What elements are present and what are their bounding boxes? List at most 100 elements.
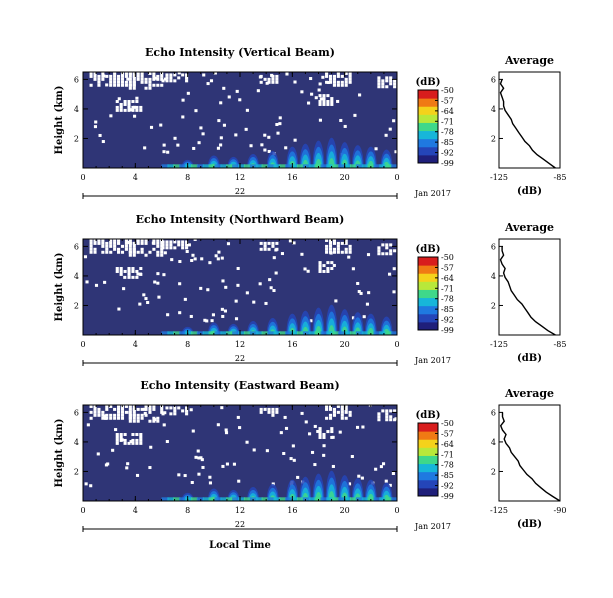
no-data-gap bbox=[89, 247, 93, 251]
no-data-gap bbox=[348, 247, 352, 251]
no-data-gap bbox=[132, 74, 136, 78]
no-data-gap bbox=[289, 457, 293, 461]
no-data-gap bbox=[332, 250, 336, 254]
no-data-gap bbox=[271, 80, 275, 84]
no-data-gap bbox=[177, 72, 181, 75]
no-data-gap bbox=[377, 415, 381, 419]
ground-echo bbox=[220, 164, 228, 168]
no-data-gap bbox=[221, 279, 225, 283]
colorbar-unit: (dB) bbox=[416, 410, 441, 421]
no-data-gap bbox=[126, 462, 130, 466]
no-data-gap bbox=[89, 244, 93, 248]
no-data-gap bbox=[149, 125, 154, 129]
no-data-gap bbox=[128, 419, 132, 423]
no-data-gap bbox=[330, 267, 334, 271]
no-data-gap bbox=[148, 77, 152, 81]
colorbar-swatch bbox=[418, 130, 438, 140]
no-data-gap bbox=[156, 281, 160, 285]
no-data-gap bbox=[119, 433, 123, 437]
no-data-gap bbox=[162, 143, 166, 147]
no-data-gap bbox=[93, 410, 97, 414]
no-data-gap bbox=[115, 441, 119, 445]
x-tick-label: 8 bbox=[185, 173, 190, 182]
no-data-gap bbox=[132, 413, 136, 417]
no-data-gap bbox=[139, 441, 143, 445]
no-data-gap bbox=[128, 72, 132, 75]
colorbar-tick-label: -64 bbox=[441, 107, 454, 116]
no-data-gap bbox=[165, 243, 169, 247]
no-data-gap bbox=[129, 66, 132, 69]
no-data-gap bbox=[336, 99, 340, 103]
colorbar-tick-label: -99 bbox=[441, 159, 454, 168]
no-data-gap bbox=[165, 440, 169, 444]
no-data-gap bbox=[131, 267, 135, 271]
no-data-gap bbox=[268, 278, 272, 282]
x-tick-label: 8 bbox=[185, 506, 190, 515]
no-data-gap bbox=[344, 416, 348, 420]
day-label: 22 bbox=[235, 187, 245, 196]
no-data-gap bbox=[271, 407, 275, 411]
no-data-gap bbox=[224, 285, 228, 289]
no-data-gap bbox=[285, 72, 289, 76]
x-tick-label: 16 bbox=[287, 173, 297, 182]
no-data-gap bbox=[144, 77, 148, 81]
x-tick-label: 0 bbox=[394, 340, 399, 349]
colorbar-swatch bbox=[418, 257, 438, 266]
no-data-gap bbox=[117, 241, 121, 245]
colorbar-tick-label: -92 bbox=[441, 482, 454, 491]
no-data-gap bbox=[245, 291, 249, 295]
no-data-gap bbox=[114, 428, 118, 432]
no-data-gap bbox=[139, 105, 143, 109]
no-data-gap bbox=[131, 100, 135, 104]
no-data-gap bbox=[173, 73, 177, 77]
no-data-gap bbox=[113, 83, 117, 87]
no-data-gap bbox=[152, 83, 156, 87]
no-data-gap bbox=[252, 448, 256, 452]
no-data-gap bbox=[94, 283, 99, 287]
no-data-gap bbox=[226, 242, 231, 246]
no-data-gap bbox=[206, 288, 210, 292]
profile-title: Average bbox=[504, 221, 554, 234]
no-data-gap bbox=[272, 289, 276, 293]
no-data-gap bbox=[325, 239, 329, 242]
colorbar-tick-label: -85 bbox=[441, 138, 454, 147]
no-data-gap bbox=[131, 438, 135, 442]
no-data-gap bbox=[325, 407, 329, 411]
no-data-gap bbox=[177, 240, 181, 244]
no-data-gap bbox=[129, 396, 132, 399]
no-data-gap bbox=[156, 74, 160, 78]
no-data-gap bbox=[343, 124, 347, 128]
no-data-gap bbox=[123, 102, 127, 106]
no-data-gap bbox=[216, 146, 220, 150]
no-data-gap bbox=[344, 77, 348, 81]
no-data-gap bbox=[235, 89, 239, 93]
ground-echo bbox=[379, 164, 387, 168]
no-data-gap bbox=[377, 82, 381, 86]
no-data-gap bbox=[139, 435, 143, 439]
no-data-gap bbox=[162, 150, 166, 154]
no-data-gap bbox=[304, 420, 308, 424]
no-data-gap bbox=[162, 423, 166, 427]
no-data-gap bbox=[161, 412, 165, 416]
no-data-gap bbox=[104, 463, 108, 467]
no-data-gap bbox=[109, 239, 113, 242]
no-data-gap bbox=[224, 428, 228, 432]
no-data-gap bbox=[97, 80, 101, 84]
no-data-gap bbox=[117, 410, 121, 414]
no-data-gap bbox=[258, 282, 262, 286]
no-data-gap bbox=[314, 96, 318, 100]
no-data-gap bbox=[115, 435, 119, 439]
no-data-gap bbox=[392, 267, 396, 271]
no-data-gap bbox=[124, 244, 128, 248]
profile-frame bbox=[498, 71, 561, 169]
profile-y-tick-label: 4 bbox=[491, 105, 496, 114]
colorbar-swatch bbox=[418, 313, 438, 323]
ground-echo bbox=[344, 331, 352, 335]
colorbar-swatch bbox=[418, 431, 438, 440]
x-tick-label: 4 bbox=[133, 506, 138, 515]
no-data-gap bbox=[374, 147, 378, 151]
no-data-gap bbox=[160, 83, 164, 87]
no-data-gap bbox=[89, 250, 93, 254]
no-data-gap bbox=[389, 82, 393, 86]
no-data-gap bbox=[89, 410, 93, 414]
